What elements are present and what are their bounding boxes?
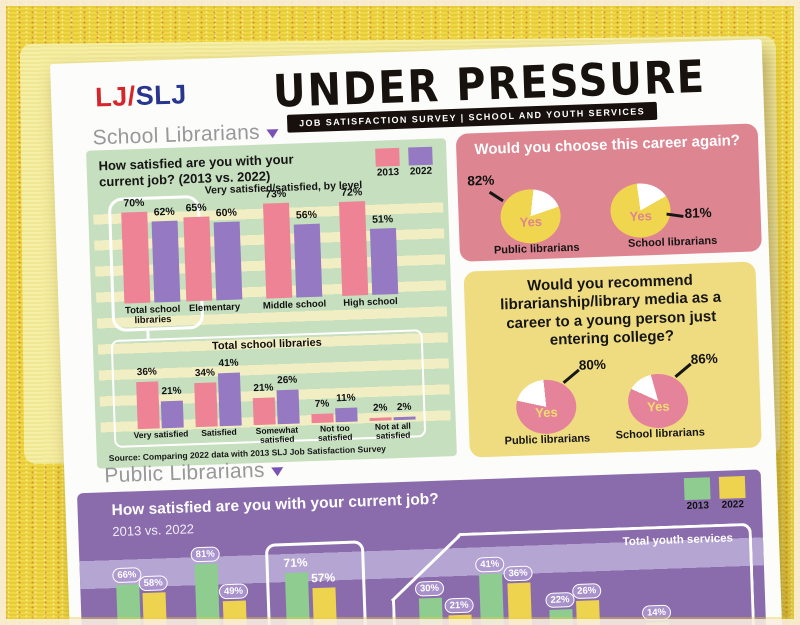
bar-2022 — [213, 221, 243, 301]
bar-value-label: 14% — [641, 604, 672, 621]
school-satisfaction-panel: How satisfied are you with your current … — [86, 138, 457, 469]
bar-2013 — [252, 397, 276, 426]
legend-item: 2022 — [408, 146, 433, 178]
bar-2022 — [369, 227, 399, 295]
bar-chart-total-detail: 36% 21% 34% 41% 21% 26% 7% 11% 2% 2% Very satisfie… — [115, 347, 422, 446]
leader-line — [674, 362, 692, 378]
bar-value-label: 81% — [190, 546, 220, 563]
bar-category-label: Not too satisfied — [317, 422, 353, 444]
chevron-down-icon — [271, 467, 284, 477]
bar-value-label: 22% — [545, 592, 575, 609]
section-heading-public-librarians: Public Librarians — [104, 458, 284, 488]
pie-school-librarians: Yes — [627, 372, 690, 430]
recommend-panel: Would you recommend librarianship/librar… — [463, 261, 762, 458]
bar-category-label: Satisfied — [201, 426, 237, 438]
detail-chart-box: Total school libraries 36% 21% 34% 41% 21% 26… — [110, 329, 427, 448]
bar-category-label: Somewhat satisfied — [255, 424, 299, 446]
pie-value-label: 82% — [467, 172, 495, 189]
pie-value-label: 86% — [690, 350, 718, 367]
pie-value-label: 81% — [684, 205, 712, 221]
bar-value-label: 56% — [295, 208, 318, 222]
bar-2013 — [121, 211, 151, 304]
career-again-panel: Would you choose this career again? Yes 8… — [455, 123, 762, 262]
bar-2022 — [276, 389, 300, 425]
legend-swatch-2022 — [408, 146, 433, 166]
bar-value-label: 30% — [414, 580, 445, 597]
bar-value-label: 36% — [503, 565, 533, 582]
recommend-question: Would you recommend librarianship/librar… — [499, 271, 722, 349]
pie-yes-label: Yes — [646, 398, 670, 415]
leader-line — [489, 190, 504, 202]
bar-category-label: Very satisfied — [133, 428, 189, 441]
pie-category-label: Public librarians — [504, 432, 591, 448]
career-again-question: Would you choose this career again? — [474, 131, 741, 159]
bar-value-label: 58% — [138, 575, 168, 592]
bar-2013 — [183, 216, 213, 302]
pie-yes-label: Yes — [534, 404, 558, 421]
bar-2022 — [507, 582, 541, 625]
bar-value-label: 66% — [112, 566, 142, 583]
infographic-poster: LJ/SLJ UNDER PRESSURE JOB SATISFACTION S… — [50, 39, 787, 625]
bar-2022 — [217, 372, 242, 427]
legend-swatch-2013 — [375, 147, 400, 167]
leader-line — [562, 368, 580, 384]
bar-value-label: 21% — [444, 597, 474, 614]
bar-2022 — [160, 400, 184, 429]
legend-label: 2013 — [376, 166, 400, 179]
pie-category-label: School librarians — [627, 234, 718, 250]
bar-value-label: 41% — [218, 357, 239, 369]
bar-2022 — [312, 587, 346, 625]
bar-value-label: 36% — [136, 366, 158, 379]
bar-value-label: 71% — [283, 555, 308, 571]
pie-category-label: Public librarians — [493, 241, 580, 257]
pie-value-label: 80% — [578, 356, 607, 373]
bar-2022 — [576, 600, 610, 625]
pie-public-librarians: Yes — [499, 188, 562, 245]
pie-yes-label: Yes — [629, 207, 653, 224]
bar-value-label: 26% — [571, 583, 602, 600]
bar-2022 — [393, 416, 416, 421]
bar-chart-public: 66% 58% 81% 49% 71% 57% 30% 21% 41% 36% 22% 26% 14% — [77, 469, 771, 625]
bar-2022 — [448, 614, 482, 625]
chevron-down-icon — [266, 129, 280, 139]
pie-school-librarians: Yes — [609, 182, 672, 239]
logo-lj: LJ — [94, 81, 129, 113]
page-title: UNDER PRESSURE — [272, 51, 707, 118]
bar-value-label: 73% — [264, 187, 287, 201]
pie-yes-label: Yes — [519, 213, 543, 230]
bar-category-label: Not at all satisfied — [374, 420, 411, 442]
bar-2022 — [142, 592, 176, 625]
bar-value-label: 21% — [161, 385, 182, 397]
header: UNDER PRESSURE JOB SATISFACTION SURVEY |… — [272, 51, 707, 133]
bar-value-label: 72% — [340, 186, 363, 200]
bar-value-label: 2% — [396, 401, 412, 414]
bar-2022 — [222, 600, 257, 625]
legend-2013-2022: 2013 2022 — [375, 146, 433, 179]
lj-slj-logo: LJ/SLJ — [95, 79, 188, 113]
pie-public-librarians: Yes — [515, 378, 578, 435]
public-satisfaction-panel: How satisfied are you with your current … — [76, 469, 771, 625]
bar-value-label: 26% — [276, 374, 298, 387]
bar-value-label: 49% — [218, 583, 249, 600]
bar-value-label: 51% — [371, 212, 394, 226]
bar-value-label: 57% — [310, 570, 336, 586]
bar-value-label: 60% — [215, 206, 238, 220]
legend-label: 2022 — [409, 165, 433, 178]
bar-2022 — [335, 407, 358, 423]
bar-value-label: 11% — [335, 392, 356, 404]
legend-item: 2013 — [375, 147, 400, 179]
bar-2022 — [151, 221, 181, 303]
bar-2013 — [311, 413, 334, 424]
pie-category-label: School librarians — [615, 426, 706, 442]
bar-2013 — [194, 382, 218, 428]
bar-2022 — [293, 223, 323, 298]
bar-value-label: 41% — [474, 556, 505, 573]
logo-slj: SLJ — [135, 79, 188, 112]
